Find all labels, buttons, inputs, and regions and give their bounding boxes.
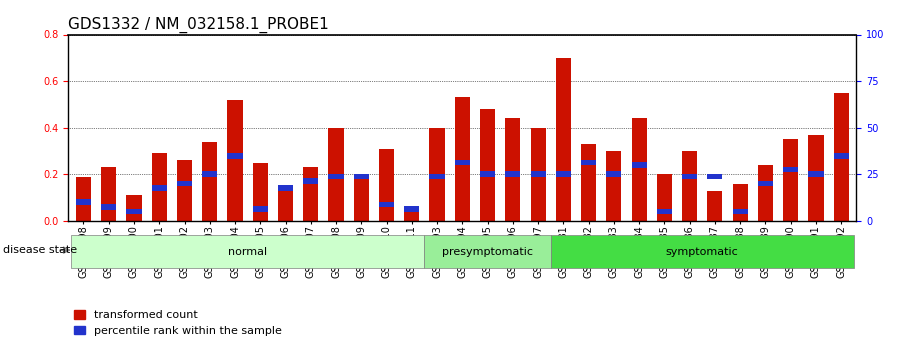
- Bar: [252, 162, 268, 221]
- Bar: [631, 162, 647, 168]
- Text: normal: normal: [228, 247, 267, 257]
- Bar: [429, 128, 445, 221]
- Bar: [278, 190, 293, 221]
- Bar: [808, 171, 824, 177]
- Bar: [530, 171, 546, 177]
- Bar: [177, 181, 192, 186]
- Bar: [353, 174, 369, 221]
- Bar: [329, 174, 343, 179]
- Bar: [76, 177, 91, 221]
- Text: symptomatic: symptomatic: [666, 247, 739, 257]
- Bar: [707, 174, 722, 179]
- Bar: [353, 174, 369, 179]
- Bar: [202, 171, 218, 177]
- Bar: [429, 174, 445, 179]
- Bar: [556, 58, 571, 221]
- Bar: [404, 206, 419, 212]
- Text: GDS1332 / NM_032158.1_PROBE1: GDS1332 / NM_032158.1_PROBE1: [68, 17, 329, 33]
- Bar: [101, 167, 117, 221]
- Bar: [379, 149, 394, 221]
- Text: presymptomatic: presymptomatic: [442, 247, 533, 257]
- Bar: [177, 160, 192, 221]
- Bar: [657, 174, 672, 221]
- Bar: [151, 153, 167, 221]
- Bar: [455, 97, 470, 221]
- Bar: [834, 93, 849, 221]
- Bar: [455, 160, 470, 166]
- Bar: [71, 235, 425, 268]
- Bar: [425, 235, 551, 268]
- Bar: [732, 209, 748, 214]
- Bar: [127, 195, 141, 221]
- Bar: [783, 139, 798, 221]
- Bar: [228, 100, 242, 221]
- Text: disease state: disease state: [3, 245, 77, 255]
- Bar: [551, 235, 854, 268]
- Bar: [127, 209, 141, 214]
- Bar: [834, 153, 849, 158]
- Bar: [631, 118, 647, 221]
- Bar: [581, 160, 596, 166]
- Bar: [682, 151, 697, 221]
- Bar: [808, 135, 824, 221]
- Legend: transformed count, percentile rank within the sample: transformed count, percentile rank withi…: [74, 310, 281, 336]
- Bar: [151, 185, 167, 191]
- Bar: [556, 171, 571, 177]
- Bar: [303, 167, 318, 221]
- Bar: [682, 174, 697, 179]
- Bar: [480, 109, 496, 221]
- Bar: [732, 184, 748, 221]
- Bar: [607, 151, 621, 221]
- Bar: [657, 209, 672, 214]
- Bar: [329, 128, 343, 221]
- Bar: [278, 185, 293, 191]
- Bar: [404, 209, 419, 221]
- Bar: [480, 171, 496, 177]
- Bar: [758, 181, 773, 186]
- Bar: [783, 167, 798, 172]
- Bar: [530, 128, 546, 221]
- Bar: [228, 153, 242, 158]
- Bar: [506, 171, 520, 177]
- Bar: [581, 144, 596, 221]
- Bar: [101, 204, 117, 210]
- Bar: [303, 178, 318, 184]
- Bar: [607, 171, 621, 177]
- Bar: [758, 165, 773, 221]
- Bar: [202, 141, 218, 221]
- Bar: [252, 206, 268, 212]
- Bar: [506, 118, 520, 221]
- Bar: [707, 190, 722, 221]
- Bar: [379, 201, 394, 207]
- Bar: [76, 199, 91, 205]
